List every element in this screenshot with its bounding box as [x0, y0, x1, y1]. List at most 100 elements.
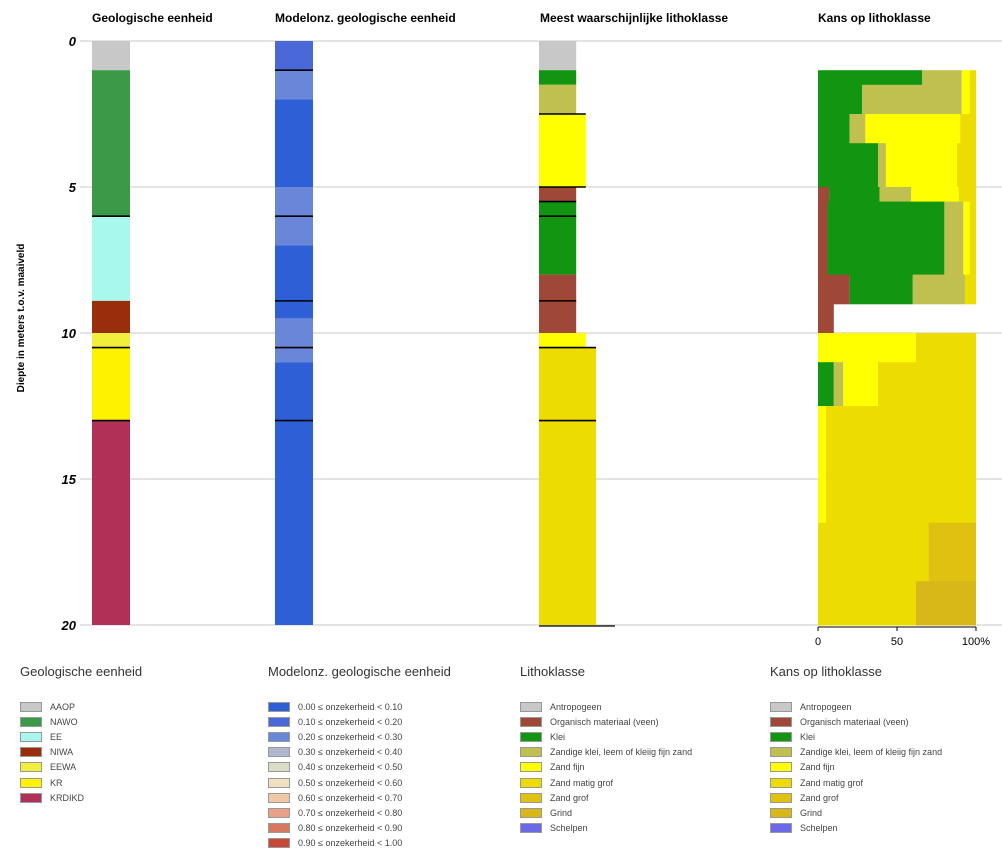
legend-label: Zandige klei, leem of kleiig fijn zand	[550, 747, 693, 758]
legend-item: Antropogeen	[520, 699, 692, 714]
probability-segment	[833, 362, 844, 407]
legend-geological-unit: Geologische eenheid AAOP NAWO EE NIWA EEWA KR…	[20, 664, 142, 805]
probability-segment	[818, 362, 834, 407]
legend-label: Zandige klei, leem of kleiig fijn zand	[800, 747, 943, 758]
legend-label: Zand fijn	[800, 762, 835, 773]
legend-swatch	[770, 747, 792, 758]
legend-label: Grind	[550, 807, 573, 818]
probability-segment	[818, 581, 916, 626]
legend-swatch	[268, 762, 290, 773]
legend-swatch	[770, 762, 792, 773]
legend-label: 0.10 ≤ onzekerheid < 0.20	[298, 716, 403, 727]
segment	[539, 333, 586, 348]
legend-swatch	[20, 747, 42, 758]
legend-label: Schelpen	[800, 823, 838, 834]
legend-label: NAWO	[50, 716, 78, 727]
borehole-chart: Geologische eenheid Modelonz. geologisch…	[16, 11, 1002, 648]
y-axis-label: Diepte in meters t.o.v. maaiveld	[16, 244, 27, 393]
segment	[92, 333, 130, 348]
legend-label: EEWA	[50, 762, 77, 773]
legend-swatch	[268, 731, 290, 742]
legend-item: EEWA	[20, 760, 142, 775]
y-tick-label: 15	[62, 472, 77, 487]
legend-swatch	[268, 807, 290, 818]
probability-segment	[911, 187, 959, 203]
legend-swatch	[268, 838, 290, 849]
probability-segment	[818, 70, 923, 86]
lithoclass-column	[539, 41, 615, 627]
legend-swatch	[770, 731, 792, 742]
segment	[539, 187, 577, 202]
probability-segment	[912, 274, 965, 305]
legend-title: Geologische eenheid	[20, 664, 143, 679]
legend-label: 0.20 ≤ onzekerheid < 0.30	[298, 731, 403, 742]
legend-swatch	[520, 716, 542, 727]
legend-label: 0.50 ≤ onzekerheid < 0.60	[298, 777, 403, 788]
legend-label: KR	[50, 777, 63, 788]
legend-item: 0.80 ≤ onzekerheid < 0.90	[268, 821, 451, 836]
y-tick-label: 20	[61, 618, 77, 633]
legend-swatch	[770, 792, 792, 803]
legend-swatch	[20, 792, 42, 803]
probability-segment	[885, 143, 958, 188]
legend-item: Organisch materiaal (veen)	[770, 714, 942, 729]
segment	[275, 318, 313, 363]
legend-label: AAOP	[50, 701, 76, 712]
legend-model-uncertainty: Modelonz. geologische eenheid 0.00 ≤ onz…	[268, 664, 451, 851]
x-tick-label: 100%	[962, 636, 990, 648]
probability-segment	[960, 114, 976, 144]
geological-unit-column	[92, 41, 130, 625]
legend-swatch	[770, 807, 792, 818]
legend-item: 0.50 ≤ onzekerheid < 0.60	[268, 775, 451, 790]
legend-swatch	[268, 823, 290, 834]
legend-item: 0.20 ≤ onzekerheid < 0.30	[268, 729, 451, 744]
probability-segment	[944, 201, 964, 276]
legend-lithoclass-probability: Kans op lithoklasse Antropogeen Organisch…	[770, 664, 942, 836]
probability-segment	[818, 274, 850, 305]
legend-label: Organisch materiaal (veen)	[800, 716, 909, 727]
legend-item: 0.40 ≤ onzekerheid < 0.50	[268, 760, 451, 775]
x-axis-ticks: 0 50 100%	[815, 626, 990, 648]
legend-label: Zand matig grof	[550, 777, 614, 788]
probability-segment	[818, 143, 879, 188]
legend-label: 0.00 ≤ onzekerheid < 0.10	[298, 701, 403, 712]
legend-title: Kans op lithoklasse	[770, 664, 883, 679]
legend-label: 0.70 ≤ onzekerheid < 0.80	[298, 807, 403, 818]
x-tick-label: 0	[815, 636, 821, 648]
segment	[539, 114, 586, 187]
probability-segment	[818, 522, 929, 582]
legend-item: 0.30 ≤ onzekerheid < 0.40	[268, 745, 451, 760]
legend-swatch	[770, 823, 792, 834]
legend-label: NIWA	[50, 747, 74, 758]
legend-label: Organisch materiaal (veen)	[550, 716, 659, 727]
legend-label: Grind	[800, 807, 823, 818]
legend-swatch	[20, 716, 42, 727]
legend-label: Antropogeen	[800, 701, 852, 712]
probability-segment	[957, 143, 976, 188]
y-tick-label: 5	[69, 180, 77, 195]
legend-item: Schelpen	[770, 821, 942, 836]
legend-item: Grind	[770, 805, 942, 820]
segment	[275, 41, 313, 71]
probability-segment	[829, 187, 880, 203]
legend-swatch	[520, 762, 542, 773]
legend-swatch	[520, 807, 542, 818]
probability-segment	[879, 187, 912, 203]
probability-segment	[827, 201, 945, 276]
probability-segment	[849, 274, 913, 305]
legend-item: AAOP	[20, 699, 142, 714]
segment	[92, 347, 130, 421]
probability-segment	[928, 522, 976, 582]
legend-item: Zand fijn	[520, 760, 692, 775]
legend-swatch	[520, 701, 542, 712]
legend-item: Zand matig grof	[520, 775, 692, 790]
probability-segment	[969, 84, 976, 115]
segment	[92, 41, 130, 71]
legend-item: Zand grof	[520, 790, 692, 805]
legend-swatch	[520, 777, 542, 788]
legend-swatch	[520, 792, 542, 803]
legend-label: 0.30 ≤ onzekerheid < 0.40	[298, 747, 403, 758]
y-tick-label: 10	[62, 326, 77, 341]
probability-segment	[958, 187, 976, 203]
legend-swatch	[268, 777, 290, 788]
